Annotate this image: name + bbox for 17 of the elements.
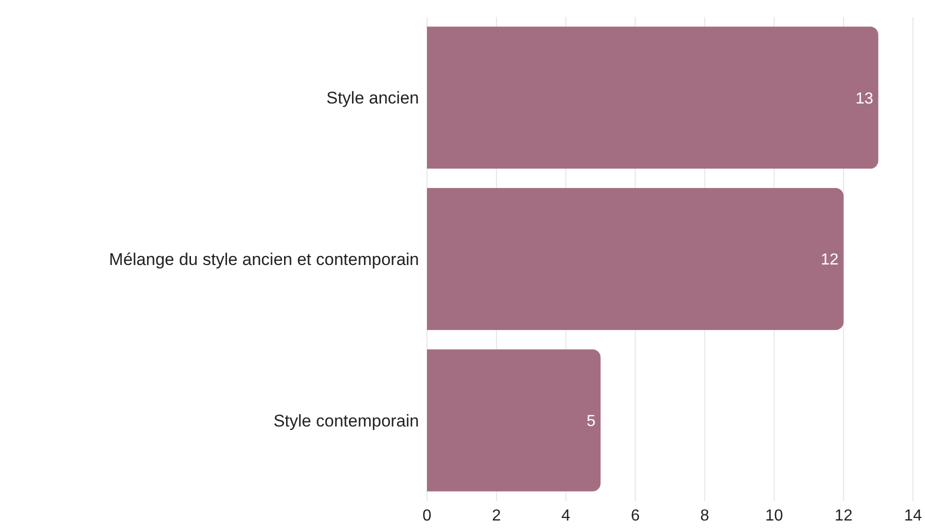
y-tick-label: Style ancien — [326, 88, 419, 108]
x-tick-label: 2 — [492, 507, 501, 524]
y-tick-label: Mélange du style ancien et contemporain — [109, 250, 419, 270]
bar — [427, 349, 601, 492]
bar — [427, 26, 878, 169]
x-tick-label: 8 — [700, 507, 710, 524]
x-tick-label: 0 — [422, 507, 432, 524]
x-tick-label: 6 — [630, 507, 640, 524]
x-tick-label: 10 — [765, 507, 784, 524]
data-label: 5 — [586, 413, 596, 430]
x-tick-label: 12 — [834, 507, 853, 524]
bar — [427, 188, 844, 330]
data-label: 13 — [855, 90, 874, 108]
y-tick-label: Style contemporain — [273, 411, 419, 430]
x-tick-label: 4 — [561, 507, 570, 524]
data-label: 12 — [820, 252, 839, 269]
x-tick-label: 14 — [904, 507, 922, 524]
